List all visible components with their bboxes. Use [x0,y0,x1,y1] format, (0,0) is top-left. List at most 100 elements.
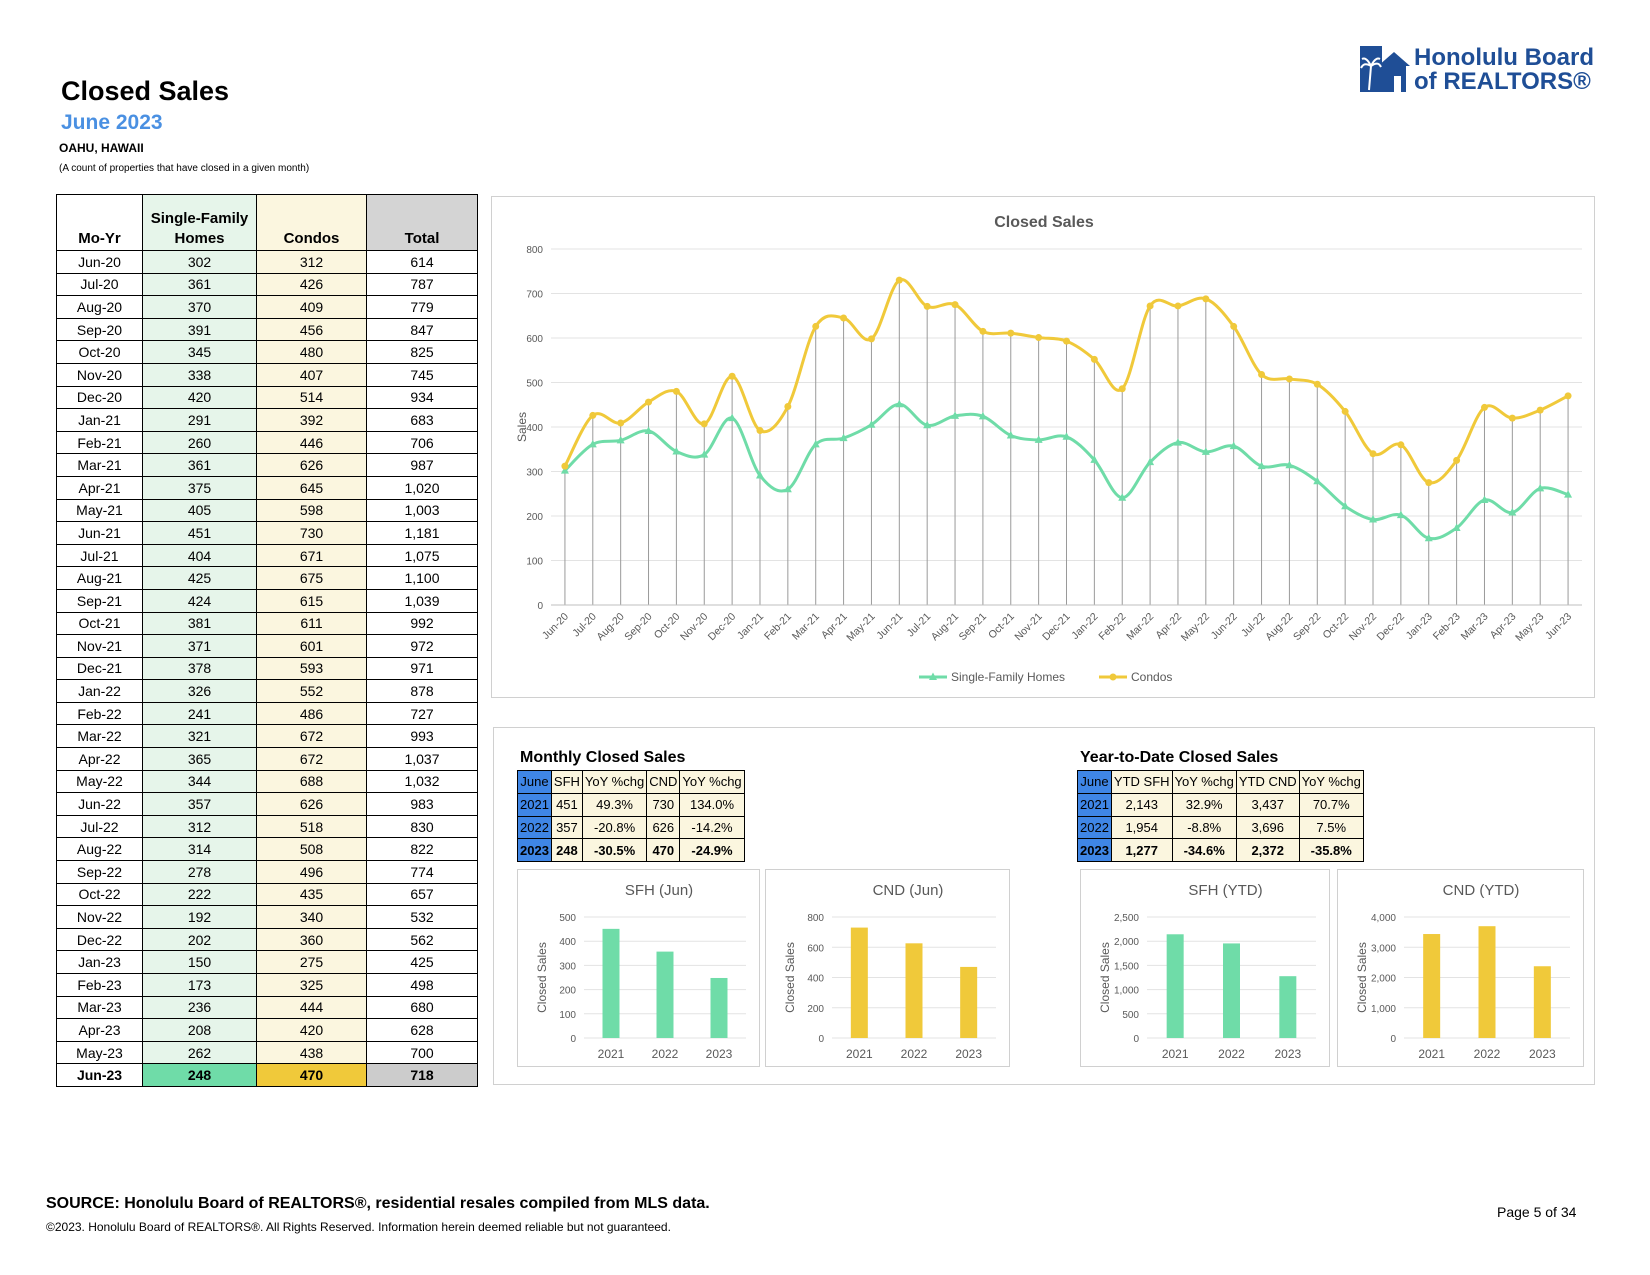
data-point-condos [700,420,708,428]
cell-month: Jan-23 [56,950,143,974]
cell-sfh: 391 [142,317,257,342]
cell-condos: 672 [256,724,367,749]
monthly-header-cell: YoY %chg [679,770,745,794]
cell-sfh: 208 [142,1018,257,1042]
y-tick-label: 300 [559,961,576,972]
monthly-cell: 49.3% [581,792,648,817]
cell-condos: 688 [256,769,367,794]
data-point-sfh [1508,507,1517,516]
x-tick-label: 2022 [652,1047,679,1061]
table-row: Oct-21 381 611 992 [56,611,478,636]
monthly-cell: 626 [646,815,681,840]
y-tick-label: 3,000 [1371,943,1396,954]
bar [602,928,620,1038]
data-point-sfh [1369,515,1378,523]
cell-total: 878 [366,679,478,703]
x-tick-label: Aug-22 [1263,611,1296,644]
cell-total: 1,003 [366,498,478,523]
cell-condos: 407 [256,362,367,387]
cell-condos: 275 [256,950,367,974]
data-point-condos [1174,302,1182,310]
cell-total: 822 [366,837,478,862]
y-tick-label: 200 [526,512,543,523]
bar [1423,934,1441,1038]
cell-sfh: 260 [142,430,257,455]
cell-condos: 456 [256,317,367,342]
ytd-cell: 3,437 [1235,792,1300,817]
cell-month: Feb-23 [56,973,143,997]
table-row: Oct-22 222 435 657 [56,882,478,907]
monthly-row: 2021 451 49.3% 730 134.0% [517,792,745,817]
x-tick-label: Jun-22 [1209,611,1240,642]
ytd-cell: 70.7% [1298,792,1364,817]
cell-condos: 435 [256,882,367,907]
y-tick-label: 0 [537,601,543,612]
data-point-sfh [700,450,709,458]
cell-condos: 470 [256,1063,367,1087]
cell-total: 774 [366,860,478,884]
cell-condos: 514 [256,385,367,410]
x-tick-label: Jan-23 [1404,611,1435,642]
data-point-condos [1118,385,1126,393]
cell-sfh: 420 [142,385,257,410]
x-tick-label: Dec-22 [1375,611,1408,644]
cell-month: Oct-22 [56,882,143,907]
data-point-sfh [616,435,625,444]
ytd-cell: 2021 [1077,792,1112,817]
cell-condos: 392 [256,408,367,432]
page-title: Closed Sales [61,76,230,106]
cell-total: 779 [366,295,478,319]
ytd-cell: 2,372 [1235,838,1300,863]
cell-condos: 360 [256,927,367,952]
monthly-cell: -24.9% [679,838,745,863]
y-axis-label: Sales [515,412,529,442]
table-row: Jul-22 312 518 830 [56,814,478,839]
monthly-cell: -14.2% [679,815,745,840]
data-point-sfh [1396,510,1405,519]
data-point-sfh [1090,455,1099,463]
monthly-cell: 2022 [517,815,552,840]
cell-total: 706 [366,430,478,455]
data-point-sfh [1146,457,1155,466]
data-point-condos [951,301,959,309]
cell-month: Oct-21 [56,611,143,636]
table-row: Aug-20 370 409 779 [56,295,478,319]
data-point-sfh [560,466,569,474]
cell-sfh: 378 [142,656,257,681]
y-tick-label: 0 [1133,1034,1139,1045]
cnd-ytd-bar-chart: CND (YTD) 0 1,000 2,000 3,000 4,000 Closed Sal… [1355,882,1570,1061]
cell-total: 614 [366,250,478,274]
data-point-condos [672,387,680,395]
x-tick-label: 2021 [1418,1047,1445,1061]
cell-sfh: 202 [142,927,257,952]
bar [1166,934,1184,1038]
data-point-condos [1007,329,1015,337]
data-point-condos [784,403,792,411]
x-tick-label: 2022 [1474,1047,1501,1061]
cell-sfh: 371 [142,634,257,658]
monthly-cell: -20.8% [581,815,648,840]
data-point-sfh [755,471,764,479]
cell-total: 1,181 [366,521,478,545]
monthly-cell: 730 [646,792,681,817]
data-point-sfh [644,426,653,435]
x-tick-label: 2022 [901,1047,928,1061]
cell-month: Aug-20 [56,295,143,319]
x-tick-label: Dec-20 [706,611,739,644]
col-condos: Condos [256,194,367,251]
x-tick-label: 2023 [1274,1047,1301,1061]
cell-month: Dec-20 [56,385,143,410]
cell-total: 992 [366,611,478,636]
ytd-header-cell: June [1077,770,1112,794]
cell-total: 993 [366,724,478,749]
bar [905,943,923,1038]
x-tick-label: Jan-21 [735,611,766,642]
chart-title: Closed Sales [994,214,1094,231]
cell-month: Oct-20 [56,340,143,364]
x-tick-label: Aug-21 [929,611,962,644]
data-point-sfh [1201,447,1210,455]
cell-total: 847 [366,317,478,342]
ytd-cell: 2023 [1077,838,1112,863]
cell-condos: 615 [256,588,367,613]
cell-sfh: 345 [142,340,257,364]
